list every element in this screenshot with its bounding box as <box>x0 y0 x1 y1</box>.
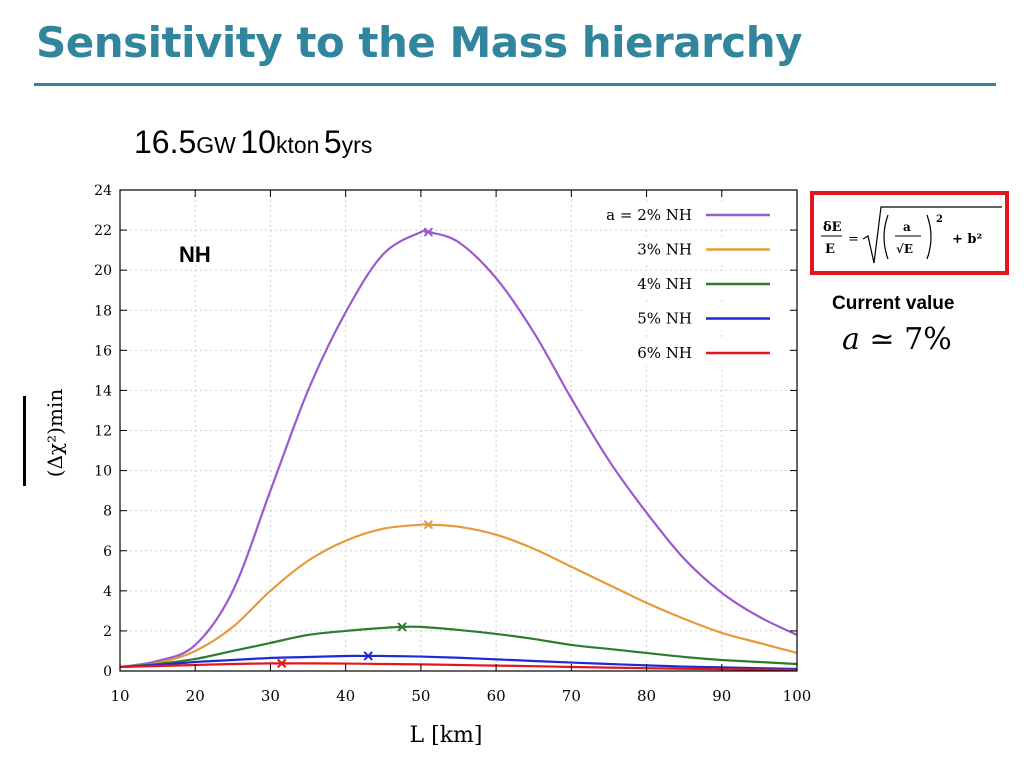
time-value: 5 <box>323 124 342 160</box>
current-value-label: Current value <box>832 293 955 314</box>
slide-title: Sensitivity to the Mass hierarchy <box>36 18 802 67</box>
experiment-parameters: 16.5GW 10kton 5yrs <box>134 124 372 161</box>
formula-equals: = <box>848 232 859 247</box>
y-tick-label: 24 <box>94 183 112 199</box>
x-tick-label: 20 <box>186 687 205 705</box>
series-line-2 <box>119 523 798 669</box>
series-marker-5 <box>277 658 287 669</box>
resolution-formula-box: δE E = a √E 2 + b² <box>810 191 1009 275</box>
resolution-formula: δE E = a √E 2 + b² <box>821 206 1002 264</box>
x-tick-label: 10 <box>110 687 129 705</box>
y-tick-label: 16 <box>94 343 112 359</box>
x-axis-label: L [km] <box>410 723 483 748</box>
series-line-5 <box>119 662 798 672</box>
chart-axes <box>119 189 798 672</box>
x-tick-label: 40 <box>336 687 355 705</box>
y-axis-label: (Δχ²)min <box>43 389 67 478</box>
title-divider <box>34 83 996 86</box>
chart-grid <box>120 190 797 671</box>
chart-series <box>119 227 798 672</box>
formula-lhs-denominator: E <box>825 242 835 257</box>
power-value: 16.5 <box>134 124 197 160</box>
y-tick-label: 8 <box>103 504 112 520</box>
legend-label-3: 4% NH <box>637 275 692 293</box>
mass-unit: kton <box>275 132 320 158</box>
y-tick-label: 10 <box>94 464 112 480</box>
series-marker-2 <box>423 519 434 530</box>
y-tick-label: 0 <box>103 664 112 680</box>
plot-frame <box>119 189 798 672</box>
mass-value: 10 <box>240 124 276 160</box>
formula-sqrt-e: √E <box>896 242 913 256</box>
x-tick-label: 100 <box>783 687 812 705</box>
formula-exponent: 2 <box>936 214 943 225</box>
series-marker-3 <box>397 622 407 632</box>
chart-annotation: NH <box>179 242 211 267</box>
formula-b-term: + b² <box>952 232 982 247</box>
x-tick-label: 90 <box>712 687 731 705</box>
y-tick-label: 18 <box>94 303 112 319</box>
series-marker-1 <box>423 227 434 237</box>
time-unit: yrs <box>341 132 373 158</box>
legend-label-5: 6% NH <box>637 344 692 362</box>
legend-label-4: 5% NH <box>637 310 692 328</box>
y-tick-label: 4 <box>103 584 112 600</box>
y-tick-label: 2 <box>103 624 112 640</box>
current-value-var: a <box>842 322 860 357</box>
current-value-op: ≃ <box>859 322 905 357</box>
power-unit: GW <box>196 132 236 158</box>
current-value-number: 7% <box>904 322 952 357</box>
current-value-expression: a ≃ 7% <box>842 322 952 357</box>
y-tick-label: 22 <box>94 223 112 239</box>
legend-label-2: 3% NH <box>637 241 692 259</box>
formula-a: a <box>903 220 911 234</box>
y-tick-label: 14 <box>94 383 112 399</box>
y-tick-label: 12 <box>94 424 112 440</box>
x-tick-label: 60 <box>487 687 506 705</box>
y-tick-label: 6 <box>103 544 112 560</box>
legend-label-1: a = 2% NH <box>606 206 692 224</box>
series-line-4 <box>119 654 798 671</box>
x-tick-label: 50 <box>411 687 430 705</box>
y-tick-label: 20 <box>94 263 112 279</box>
y-axis-overline <box>23 396 26 486</box>
series-line-3 <box>119 625 798 669</box>
x-tick-label: 80 <box>637 687 656 705</box>
chart-legend: a = 2% NH 3% NH 4% NH 5% NH 6% NH <box>582 202 787 366</box>
formula-lhs-numerator: δE <box>823 220 842 235</box>
x-tick-label: 70 <box>562 687 581 705</box>
series-marker-4 <box>363 651 373 661</box>
x-tick-label: 30 <box>261 687 280 705</box>
